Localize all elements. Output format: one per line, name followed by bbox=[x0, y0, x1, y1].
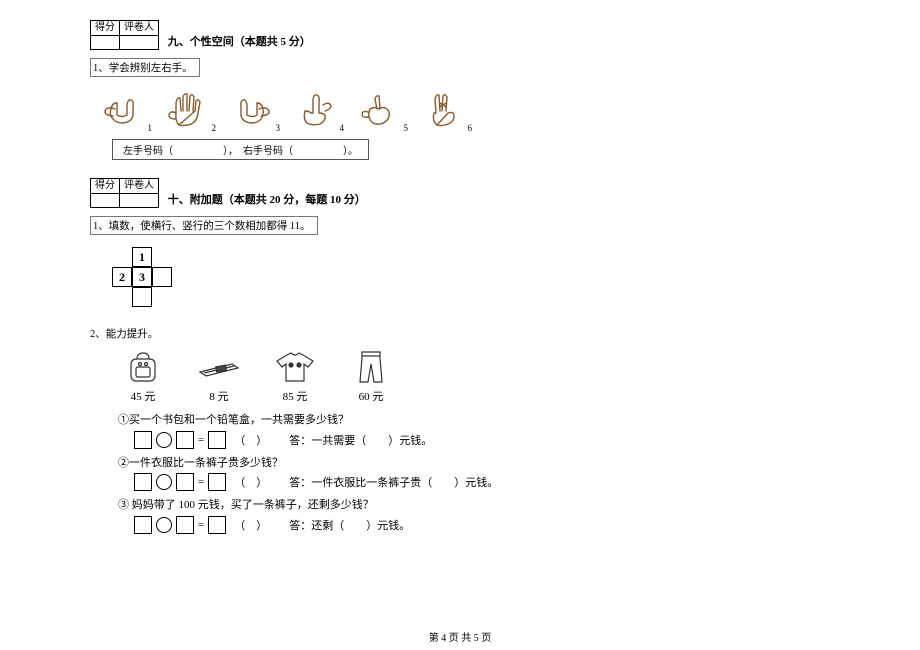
price-shirt: 85 元 bbox=[283, 388, 308, 404]
hand-4: 4 bbox=[290, 87, 340, 131]
price-backpack: 45 元 bbox=[131, 388, 156, 404]
eq-box[interactable] bbox=[134, 431, 152, 449]
score-label-10: 得分 bbox=[91, 179, 120, 193]
eq-row-2: = （ ） 答：一件衣服比一条裤子贵（ ）元钱。 bbox=[134, 473, 840, 491]
ans-1: 答：一共需要（ ）元钱。 bbox=[289, 432, 432, 448]
grid-bottom[interactable] bbox=[132, 287, 152, 307]
shirt-icon bbox=[272, 350, 318, 386]
hand-5-num: 5 bbox=[404, 123, 409, 133]
grid-top: 1 bbox=[132, 247, 152, 267]
q10-2-label: 2、能力提升。 bbox=[90, 325, 164, 342]
item-pencilcase: 8 元 bbox=[196, 350, 242, 404]
equals-sign: = bbox=[198, 476, 204, 488]
eq-box[interactable] bbox=[208, 431, 226, 449]
eq-box[interactable] bbox=[176, 516, 194, 534]
backpack-icon bbox=[120, 350, 166, 386]
equals-sign: = bbox=[198, 434, 204, 446]
score-blank bbox=[91, 35, 120, 49]
equals-sign: = bbox=[198, 519, 204, 531]
hand-2: 2 bbox=[162, 87, 212, 131]
sub-q3: ③ 妈妈带了 100 元钱，买了一条裤子，还剩多少钱？ bbox=[118, 497, 840, 514]
q10-1-label: 1、填数，使横行、竖行的三个数相加都得 11。 bbox=[90, 216, 318, 235]
pencilcase-icon bbox=[196, 350, 242, 386]
score-blank-10 bbox=[91, 193, 120, 207]
eq-row-3: = （ ） 答：还剩（ ）元钱。 bbox=[134, 516, 840, 534]
eq-box[interactable] bbox=[134, 473, 152, 491]
section-9-title: 九、个性空间（本题共 5 分） bbox=[168, 33, 311, 50]
eq-unit: （ ） bbox=[234, 432, 267, 448]
eq-box[interactable] bbox=[176, 473, 194, 491]
page-footer: 第 4 页 共 5 页 bbox=[0, 629, 920, 644]
eq-unit: （ ） bbox=[234, 474, 267, 490]
eq-box[interactable] bbox=[208, 516, 226, 534]
eq-box[interactable] bbox=[134, 516, 152, 534]
grid-right[interactable] bbox=[152, 267, 172, 287]
item-shirt: 85 元 bbox=[272, 350, 318, 404]
item-pants: 60 元 bbox=[348, 350, 394, 404]
item-backpack: 45 元 bbox=[120, 350, 166, 404]
hand-5: 5 bbox=[354, 87, 404, 131]
eq-box[interactable] bbox=[208, 473, 226, 491]
hand-3: 3 bbox=[226, 87, 276, 131]
eq-op[interactable] bbox=[156, 474, 172, 490]
price-pencilcase: 8 元 bbox=[209, 388, 228, 404]
eq-op[interactable] bbox=[156, 517, 172, 533]
grid-center: 3 bbox=[132, 267, 152, 287]
hand-1: 1 bbox=[98, 87, 148, 131]
eq-row-1: = （ ） 答：一共需要（ ）元钱。 bbox=[134, 431, 840, 449]
q9-1-label: 1、学会辨别左右手。 bbox=[90, 58, 200, 77]
grader-label: 评卷人 bbox=[120, 21, 158, 35]
grader-blank-10 bbox=[120, 193, 158, 207]
section-10: 得分 评卷人 十、附加题（本题共 20 分，每题 10 分） 1、填数，使横行、… bbox=[90, 178, 840, 534]
fill-hand-answer[interactable]: 左手号码（ ）， 右手号码（ ）。 bbox=[112, 139, 369, 160]
cross-grid: 1 2 3 bbox=[112, 247, 172, 307]
score-label: 得分 bbox=[91, 21, 120, 35]
price-pants: 60 元 bbox=[359, 388, 384, 404]
ans-2: 答：一件衣服比一条裤子贵（ ）元钱。 bbox=[289, 474, 498, 490]
score-grader-table-10: 得分 评卷人 bbox=[90, 178, 159, 208]
grader-blank bbox=[120, 35, 158, 49]
section-10-title: 十、附加题（本题共 20 分，每题 10 分） bbox=[168, 191, 366, 208]
hand-4-num: 4 bbox=[340, 123, 345, 133]
ans-3: 答：还剩（ ）元钱。 bbox=[289, 517, 410, 533]
grader-label-10: 评卷人 bbox=[120, 179, 158, 193]
hand-6: 6 bbox=[418, 87, 468, 131]
sub-q2: ②一件衣服比一条裤子贵多少钱？ bbox=[118, 455, 840, 472]
hands-row: 1 2 3 4 5 6 bbox=[90, 83, 840, 133]
grid-left: 2 bbox=[112, 267, 132, 287]
pants-icon bbox=[348, 350, 394, 386]
sub-q1: ①买一个书包和一个铅笔盒，一共需要多少钱？ bbox=[118, 412, 840, 429]
score-grader-table-9: 得分 评卷人 bbox=[90, 20, 159, 50]
hand-2-num: 2 bbox=[212, 123, 217, 133]
hand-6-num: 6 bbox=[468, 123, 473, 133]
hand-1-num: 1 bbox=[148, 123, 153, 133]
section-9: 得分 评卷人 九、个性空间（本题共 5 分） 1、学会辨别左右手。 1 2 3 … bbox=[90, 20, 840, 178]
eq-unit: （ ） bbox=[234, 517, 267, 533]
eq-op[interactable] bbox=[156, 432, 172, 448]
eq-box[interactable] bbox=[176, 431, 194, 449]
items-row: 45 元 8 元 85 元 60 元 bbox=[90, 348, 840, 406]
hand-3-num: 3 bbox=[276, 123, 281, 133]
